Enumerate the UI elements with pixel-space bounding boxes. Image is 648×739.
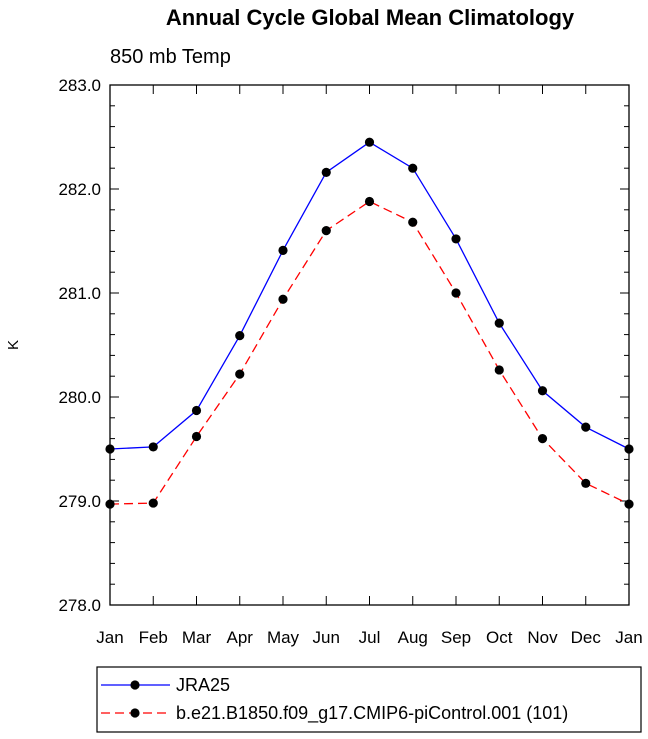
chart-title: Annual Cycle Global Mean Climatology [166,5,575,30]
data-point [148,442,158,452]
data-point [494,318,504,328]
minor-ticks [110,105,629,585]
x-tick-label: Apr [227,628,254,647]
x-tick-label: Sep [441,628,471,647]
x-tick-label: Jun [313,628,340,647]
data-point [191,405,202,416]
y-tick-label: 282.0 [58,180,101,199]
data-point [364,137,375,147]
series-line [109,141,630,450]
data-point [451,234,461,244]
x-tick-label: Mar [182,628,212,647]
y-axis-label: K [5,340,22,350]
series-line [109,200,630,505]
data-point [451,288,461,298]
y-tick-labels: 278.0 279.0 280.0 281.0 282.0 283.0 [58,76,101,615]
data-point [235,369,245,379]
legend-box [96,666,642,733]
y-tick-label: 281.0 [58,284,101,303]
data-point [537,386,548,396]
legend-label: JRA25 [176,675,230,695]
x-tick-label: Jan [615,628,642,647]
x-tick-label: Aug [398,628,428,647]
data-point [494,365,504,375]
x-tick-label: May [267,628,300,647]
plot-frame [109,84,630,606]
data-point [321,167,331,177]
data-point [408,217,418,227]
legend-marker [130,708,140,718]
x-tick-label: Oct [486,628,513,647]
y-tick-label: 283.0 [58,76,101,95]
data-point [408,163,418,173]
x-tick-label: Jan [96,628,123,647]
data-point [364,196,375,207]
legend: JRA25 b.e21.B1850.f09_g17.CMIP6-piControl… [96,666,642,733]
data-point [191,431,202,442]
data-point [235,331,245,341]
legend-label: b.e21.B1850.f09_g17.CMIP6-piControl.001 … [176,703,568,724]
x-tick-label: Nov [527,628,558,647]
y-tick-label: 278.0 [58,596,101,615]
major-ticks [109,84,630,606]
chart-subtitle: 850 mb Temp [110,46,231,68]
data-point [321,226,331,236]
y-tick-label: 280.0 [58,388,101,407]
data-point [537,434,548,444]
x-tick-label: Feb [139,628,168,647]
x-tick-label: Dec [571,628,602,647]
series-group [105,137,634,509]
data-point [148,498,158,508]
data-point [278,294,288,304]
x-tick-label: Jul [359,628,381,647]
x-tick-labels: Jan Feb Mar Apr May Jun Jul Aug Sep Oct Nov Dec Jan [96,628,642,647]
data-point [581,422,591,432]
legend-marker [130,680,140,690]
data-point [581,478,591,488]
y-tick-label: 279.0 [58,492,101,511]
data-point [278,245,288,255]
